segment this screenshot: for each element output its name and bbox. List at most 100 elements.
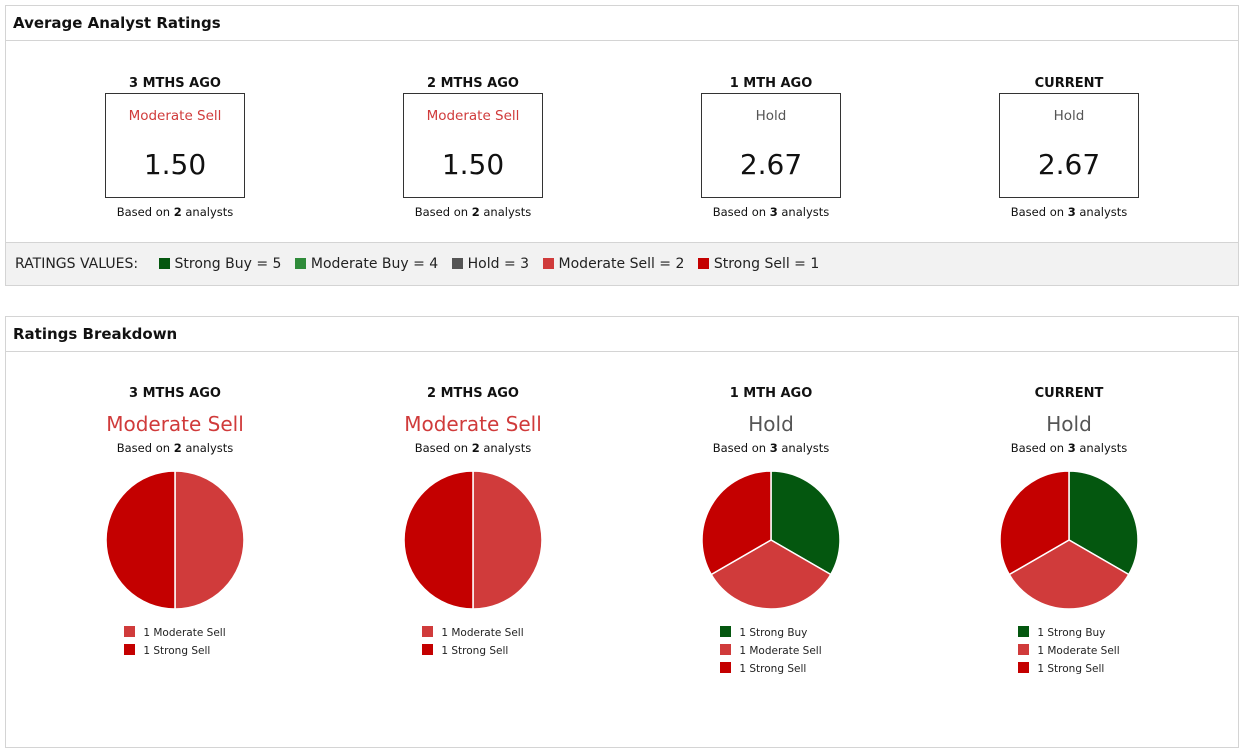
pie-chart-svg[interactable] (701, 470, 841, 610)
breakdown-col-current: CURRENT Hold Based on 3 analysts 1 Stron… (959, 353, 1179, 678)
strong-buy-swatch (720, 626, 732, 637)
pie-legend-item: 1 Moderate Sell (1018, 642, 1120, 660)
based-on-text: Based on 2 analysts (116, 205, 234, 219)
analyst-count: 2 (471, 441, 480, 455)
rating-value: 1.50 (441, 148, 505, 181)
pie-slice-strong-buy[interactable] (770, 470, 841, 576)
average-ratings-panel: Average Analyst Ratings 3 MTHS AGO Moder… (5, 5, 1239, 286)
pie-chart-svg[interactable] (105, 470, 245, 610)
pie-slice-moderate-sell[interactable] (174, 470, 245, 610)
ratings-values-legend: RATINGS VALUES: Strong Buy = 5 Moderate … (6, 242, 1238, 285)
rating-value: 2.67 (739, 148, 803, 181)
strong-sell-swatch (1018, 662, 1030, 673)
moderate-sell-swatch (1018, 644, 1030, 655)
pie-chart[interactable] (701, 470, 841, 610)
period-title: 1 MTH AGO (729, 386, 813, 401)
ratings-breakdown-panel: Ratings Breakdown 3 MTHS AGO Moderate Se… (5, 316, 1239, 748)
legend-item-strong-sell: Strong Sell = 1 (697, 243, 819, 285)
pie-legend-item: 1 Moderate Sell (124, 624, 226, 642)
rating-box: Hold 2.67 (999, 93, 1139, 198)
rating-label: Moderate Sell (128, 108, 222, 124)
pie-slice-strong-sell[interactable] (701, 470, 772, 576)
avg-col-3-months: 3 MTHS AGO Moderate Sell 1.50 Based on 2… (65, 42, 285, 219)
pie-slice-strong-sell[interactable] (105, 470, 176, 610)
pie-legend-item: 1 Strong Sell (422, 642, 523, 660)
pie-slice-moderate-sell[interactable] (472, 470, 543, 610)
pie-chart[interactable] (999, 470, 1139, 610)
pie-legend-item: 1 Strong Sell (1018, 660, 1119, 678)
ratings-breakdown-title: Ratings Breakdown (6, 317, 1238, 352)
analyst-count: 3 (769, 441, 778, 455)
strong-sell-swatch (720, 662, 732, 673)
pie-slice-strong-sell[interactable] (403, 470, 474, 610)
pie-legend: 1 Strong Buy 1 Moderate Sell 1 Strong Se… (1018, 624, 1120, 678)
pie-legend-item: 1 Strong Sell (720, 660, 821, 678)
rating-box: Moderate Sell 1.50 (403, 93, 543, 198)
period-title: CURRENT (1034, 76, 1104, 91)
consensus-rating: Hold (1046, 412, 1092, 436)
strong-sell-swatch (422, 644, 434, 655)
pie-chart-svg[interactable] (403, 470, 543, 610)
breakdown-col-3-months: 3 MTHS AGO Moderate Sell Based on 2 anal… (65, 353, 285, 660)
moderate-buy-swatch (294, 258, 306, 269)
pie-legend: 1 Moderate Sell 1 Strong Sell (124, 624, 226, 660)
rating-value: 1.50 (143, 148, 207, 181)
based-on-text: Based on 3 analysts (712, 441, 830, 455)
legend-item-strong-buy: Strong Buy = 5 (158, 243, 281, 285)
avg-col-1-month: 1 MTH AGO Hold 2.67 Based on 3 analysts (661, 42, 881, 219)
moderate-sell-swatch (720, 644, 732, 655)
pie-chart[interactable] (403, 470, 543, 610)
based-on-text: Based on 2 analysts (414, 441, 532, 455)
consensus-rating: Hold (748, 412, 794, 436)
consensus-rating: Moderate Sell (106, 412, 244, 436)
pie-legend-item: 1 Strong Buy (720, 624, 821, 642)
period-title: 3 MTHS AGO (129, 76, 221, 91)
legend-item-hold: Hold = 3 (451, 243, 529, 285)
based-on-text: Based on 2 analysts (116, 441, 234, 455)
analyst-count: 3 (769, 205, 778, 219)
rating-box: Hold 2.67 (701, 93, 841, 198)
rating-value: 2.67 (1037, 148, 1101, 181)
moderate-sell-swatch (124, 626, 136, 637)
period-title: 2 MTHS AGO (427, 76, 519, 91)
pie-legend: 1 Strong Buy 1 Moderate Sell 1 Strong Se… (720, 624, 822, 678)
based-on-text: Based on 3 analysts (1010, 441, 1128, 455)
strong-sell-swatch (124, 644, 136, 655)
strong-buy-swatch (1018, 626, 1030, 637)
moderate-sell-swatch (542, 258, 554, 269)
rating-label: Moderate Sell (426, 108, 520, 124)
period-title: CURRENT (1034, 386, 1104, 401)
average-ratings-title: Average Analyst Ratings (6, 6, 1238, 41)
pie-chart-svg[interactable] (999, 470, 1139, 610)
breakdown-col-1-month: 1 MTH AGO Hold Based on 3 analysts 1 Str… (661, 353, 881, 678)
rating-label: Hold (755, 108, 787, 124)
legend-item-moderate-sell: Moderate Sell = 2 (542, 243, 684, 285)
analyst-count: 2 (471, 205, 480, 219)
strong-buy-swatch (158, 258, 170, 269)
pie-slice-moderate-sell[interactable] (1008, 539, 1130, 610)
analyst-count: 3 (1067, 441, 1076, 455)
consensus-rating: Moderate Sell (404, 412, 542, 436)
based-on-text: Based on 3 analysts (1010, 205, 1128, 219)
pie-slice-strong-buy[interactable] (1068, 470, 1139, 576)
period-title: 2 MTHS AGO (427, 386, 519, 401)
analyst-count: 2 (173, 205, 182, 219)
period-title: 1 MTH AGO (729, 76, 813, 91)
pie-legend: 1 Moderate Sell 1 Strong Sell (422, 624, 524, 660)
hold-swatch (451, 258, 463, 269)
analyst-count: 3 (1067, 205, 1076, 219)
pie-legend-item: 1 Moderate Sell (720, 642, 822, 660)
avg-col-current: CURRENT Hold 2.67 Based on 3 analysts (959, 42, 1179, 219)
rating-box: Moderate Sell 1.50 (105, 93, 245, 198)
breakdown-col-2-months: 2 MTHS AGO Moderate Sell Based on 2 anal… (363, 353, 583, 660)
pie-slice-moderate-sell[interactable] (710, 539, 832, 610)
pie-chart[interactable] (105, 470, 245, 610)
pie-legend-item: 1 Strong Buy (1018, 624, 1119, 642)
pie-legend-item: 1 Moderate Sell (422, 624, 524, 642)
legend-item-moderate-buy: Moderate Buy = 4 (294, 243, 438, 285)
pie-slice-strong-sell[interactable] (999, 470, 1070, 576)
analyst-count: 2 (173, 441, 182, 455)
moderate-sell-swatch (422, 626, 434, 637)
rating-label: Hold (1053, 108, 1085, 124)
avg-col-2-months: 2 MTHS AGO Moderate Sell 1.50 Based on 2… (363, 42, 583, 219)
